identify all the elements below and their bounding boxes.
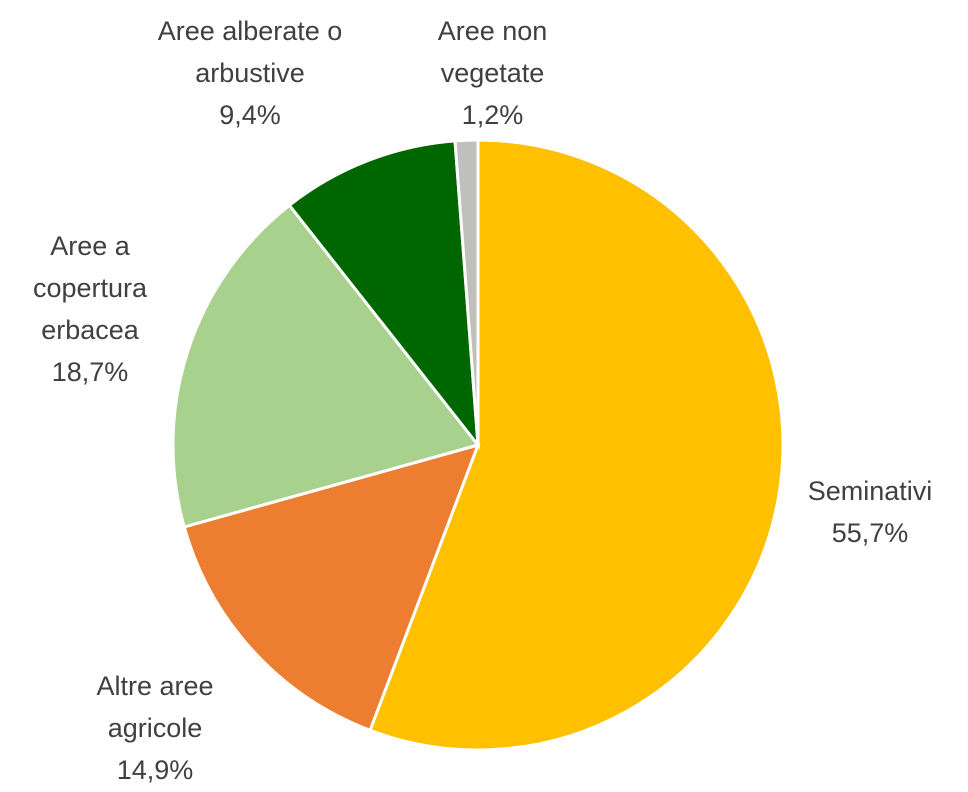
category-label: Seminativi xyxy=(807,476,933,506)
slice-label: Aree non vegetate 1,2% xyxy=(400,10,585,136)
value-label: 1,2% xyxy=(461,100,524,130)
pie-slice xyxy=(171,203,481,529)
pie-slice xyxy=(182,442,481,733)
slice-label: Aree alberate o arbustive 9,4% xyxy=(130,10,370,136)
slice-label: Aree a copertura erbacea 18,7% xyxy=(10,225,170,393)
pie-slice xyxy=(287,139,480,450)
slice-label: Altre aree agricole 14,9% xyxy=(60,665,250,791)
category-label: Aree a copertura erbacea xyxy=(32,231,148,345)
value-label: 14,9% xyxy=(116,755,194,785)
value-label: 18,7% xyxy=(51,357,129,387)
value-label: 55,7% xyxy=(831,518,909,548)
pie-slice xyxy=(368,138,785,752)
pie-slice xyxy=(453,138,480,446)
category-label: Aree non vegetate xyxy=(437,16,548,88)
value-label: 9,4% xyxy=(219,100,281,130)
slice-label: Seminativi 55,7% xyxy=(775,470,965,554)
category-label: Aree alberate o arbustive xyxy=(157,16,343,88)
category-label: Altre aree agricole xyxy=(96,671,214,743)
